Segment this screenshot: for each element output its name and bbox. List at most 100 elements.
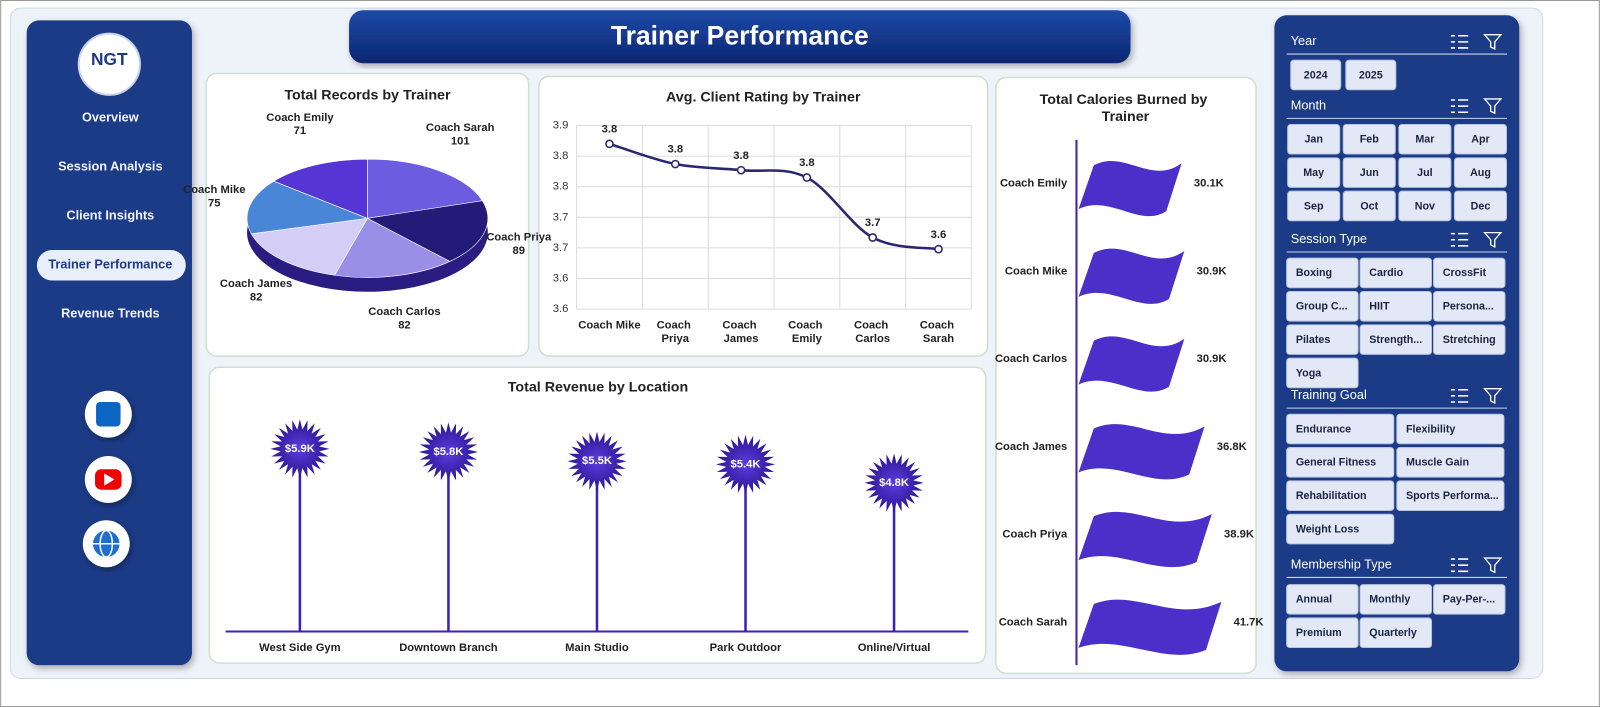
- slicer-option: Stretching: [1443, 334, 1496, 346]
- slicer-button[interactable]: [1453, 123, 1507, 155]
- slicer-button[interactable]: [1286, 257, 1359, 289]
- data-label: Coach Sarah 101: [426, 122, 495, 147]
- lollipop-head: [864, 453, 924, 513]
- data-label-value: 71: [294, 125, 306, 137]
- slicer-button[interactable]: [1359, 584, 1433, 615]
- multi-select-icon[interactable]: [1450, 388, 1469, 403]
- panel: [538, 75, 989, 357]
- nav-active-pill: [36, 249, 186, 281]
- slicer-button[interactable]: [1359, 257, 1433, 289]
- slicer-button[interactable]: [1286, 290, 1359, 322]
- y-tick-label: Coach Sarah: [999, 616, 1068, 628]
- slicer-button[interactable]: [1396, 480, 1505, 512]
- clear-filter-icon[interactable]: [1483, 557, 1503, 574]
- logo-text: NGT: [91, 49, 128, 69]
- slicer-option: CrossFit: [1443, 267, 1487, 279]
- slicer-button[interactable]: [1286, 357, 1359, 389]
- slicer-button[interactable]: [1286, 324, 1359, 355]
- line-point: [736, 165, 746, 175]
- social-icons: [82, 390, 132, 568]
- slicer-button[interactable]: [1286, 513, 1395, 545]
- slicer-button[interactable]: [1359, 324, 1433, 355]
- slicer-option: 2025: [1359, 69, 1383, 81]
- line-point: [868, 233, 878, 242]
- line-point: [605, 139, 614, 149]
- slicer-button[interactable]: [1287, 157, 1341, 188]
- slicer-button[interactable]: [1286, 480, 1395, 512]
- clear-filter-icon[interactable]: [1483, 34, 1503, 51]
- slicer-button[interactable]: [1342, 190, 1396, 222]
- slicer-option: Premium: [1296, 627, 1342, 639]
- multi-select-icon[interactable]: [1450, 34, 1469, 49]
- slicer-button[interactable]: [1433, 257, 1506, 289]
- slicer-option: Rehabilitation: [1296, 490, 1367, 502]
- multi-select-icon[interactable]: [1450, 558, 1469, 573]
- nav-item[interactable]: Revenue Trends: [61, 306, 160, 321]
- slicer-button[interactable]: [1286, 617, 1359, 649]
- slicer-title: Month: [1291, 97, 1326, 112]
- data-label: 30.1K: [1194, 178, 1224, 190]
- data-label: Coach Carlos 82: [368, 306, 440, 331]
- data-label: 41.7K: [1234, 616, 1264, 628]
- data-label: 30.9K: [1197, 265, 1227, 277]
- page-title: Trainer Performance: [611, 21, 869, 51]
- nav-item[interactable]: Session Analysis: [58, 159, 162, 174]
- slicer-button[interactable]: [1286, 413, 1395, 445]
- slicer-button[interactable]: [1286, 447, 1395, 478]
- data-label-value: 82: [398, 319, 410, 331]
- slicer-button[interactable]: [1396, 447, 1505, 478]
- clear-filter-icon[interactable]: [1483, 231, 1503, 248]
- x-tick-label: Online/Virtual: [858, 642, 931, 654]
- slicer-button[interactable]: [1453, 190, 1507, 222]
- data-label: 3.7: [865, 217, 881, 229]
- data-label: $5.4K: [731, 458, 761, 470]
- slicer-button[interactable]: [1342, 157, 1396, 188]
- slicer-button[interactable]: [1342, 123, 1396, 155]
- bar: [1078, 599, 1222, 655]
- slicer-button[interactable]: [1287, 123, 1341, 155]
- y-tick-label: Coach Priya: [1002, 529, 1068, 541]
- multi-select-icon[interactable]: [1450, 232, 1469, 247]
- bar: [1078, 424, 1205, 480]
- y-tick-label: 3.7: [553, 242, 569, 254]
- slicer-button[interactable]: [1396, 413, 1505, 445]
- slicer-button[interactable]: [1433, 290, 1506, 322]
- youtube-play: [104, 473, 115, 486]
- x-tick-label: Park Outdoor: [710, 642, 782, 654]
- clear-filter-icon[interactable]: [1483, 388, 1503, 405]
- line-point: [934, 244, 943, 254]
- slicer-option: Mar: [1415, 134, 1434, 146]
- slicer-option: Oct: [1360, 200, 1378, 212]
- slicer-button[interactable]: [1453, 157, 1507, 188]
- slicer-button[interactable]: [1290, 59, 1342, 91]
- x-tick-label: Coach James: [722, 319, 759, 344]
- data-label: $4.8K: [879, 477, 909, 489]
- data-label-category: Coach Emily: [266, 112, 334, 124]
- slicer-title: Membership Type: [1291, 557, 1392, 572]
- slicer-option: Cardio: [1369, 267, 1403, 279]
- slicer-button[interactable]: [1359, 617, 1433, 649]
- data-label: $5.9K: [285, 443, 315, 455]
- slicer-title: Training Goal: [1291, 387, 1367, 402]
- slicer-button[interactable]: [1345, 59, 1397, 91]
- data-label-category: Coach Carlos: [368, 306, 440, 318]
- bar: [1078, 511, 1212, 568]
- slicer-button[interactable]: [1359, 290, 1433, 322]
- slicer-button[interactable]: [1398, 123, 1452, 155]
- bar: [1078, 248, 1185, 304]
- nav-item[interactable]: Trainer Performance: [48, 257, 172, 272]
- slicer-button[interactable]: [1433, 324, 1506, 355]
- clear-filter-icon[interactable]: [1483, 98, 1503, 115]
- slicer-button[interactable]: [1286, 584, 1359, 615]
- multi-select-icon[interactable]: [1450, 99, 1469, 113]
- nav-item[interactable]: Client Insights: [66, 208, 154, 223]
- slicer-button[interactable]: [1287, 190, 1341, 222]
- nav-item[interactable]: Overview: [82, 110, 139, 125]
- slicer-button[interactable]: [1398, 157, 1452, 188]
- slicer-button[interactable]: [1433, 584, 1506, 615]
- data-label-value: 89: [513, 245, 525, 257]
- slicer-button[interactable]: [1398, 190, 1452, 222]
- x-tick-label: Main Studio: [565, 642, 629, 654]
- slicer-option: Boxing: [1296, 267, 1332, 279]
